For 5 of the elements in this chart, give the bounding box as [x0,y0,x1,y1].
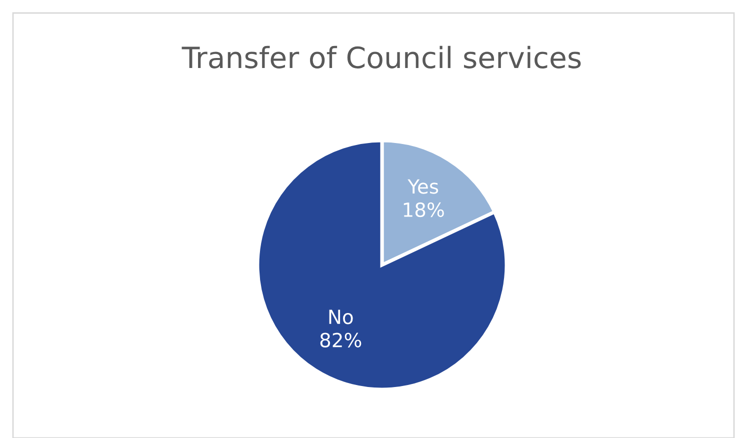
data-label: 18% [404,202,444,218]
slice-label: No [329,310,353,324]
slice-label: Yes [408,179,438,194]
data-label: 82% [320,332,362,348]
chart-title: Transfer of Council services [182,46,581,68]
